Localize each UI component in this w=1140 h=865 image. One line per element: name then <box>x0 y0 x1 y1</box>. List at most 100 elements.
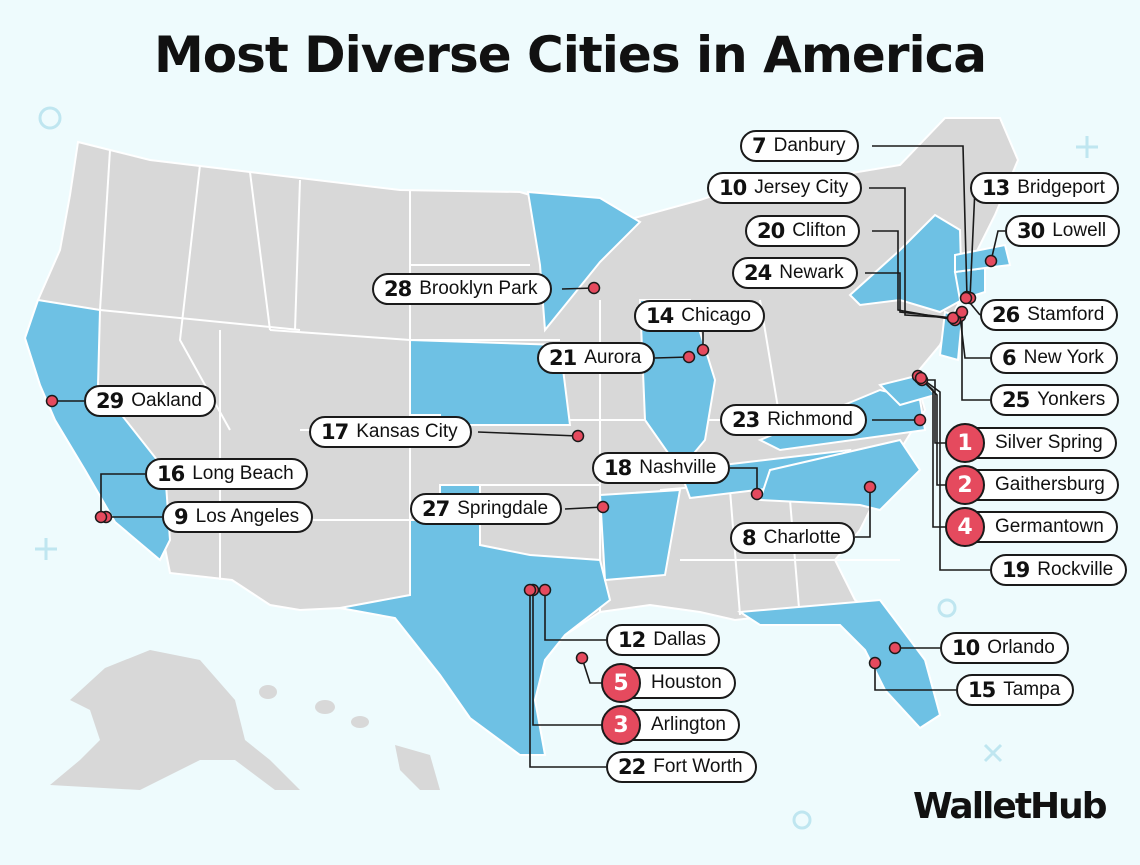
city-label-jersey-city[interactable]: 10 Jersey City <box>707 172 863 204</box>
city-name: Fort Worth <box>653 756 743 777</box>
city-dot-nashville[interactable] <box>750 487 764 501</box>
state-arkansas <box>598 488 682 582</box>
city-label-charlotte[interactable]: 8 Charlotte <box>730 522 855 554</box>
leader-line-tampa <box>874 663 956 691</box>
rank-number: 12 <box>618 628 646 652</box>
rank-number: 27 <box>422 497 450 521</box>
city-label-bridgeport[interactable]: 13 Bridgeport <box>970 172 1119 204</box>
city-dot-houston[interactable] <box>575 651 589 665</box>
city-name: Danbury <box>773 135 846 156</box>
city-label-newark[interactable]: 24 Newark <box>732 257 858 289</box>
leader-line-dallas <box>544 590 606 641</box>
city-dot-kansas-city[interactable] <box>571 429 585 443</box>
city-name: Nashville <box>639 457 717 478</box>
state-massachusetts <box>954 243 1012 274</box>
city-label-stamford[interactable]: 26 Stamford <box>980 299 1119 331</box>
city-label-lowell[interactable]: 30 Lowell <box>1005 215 1121 247</box>
city-name: Long Beach <box>192 463 294 484</box>
city-dot-charlotte[interactable] <box>863 480 877 494</box>
city-dot-brooklyn-park[interactable] <box>587 281 601 295</box>
city-label-nashville[interactable]: 18 Nashville <box>592 452 731 484</box>
city-name: Arlington <box>651 714 726 735</box>
leader-line-jersey-city <box>869 187 956 319</box>
city-dot-yonkers[interactable] <box>955 305 969 319</box>
city-dot-rockville[interactable] <box>914 371 928 385</box>
city-label-silver-spring[interactable]: 1 Silver Spring <box>945 423 1117 463</box>
city-name: Tampa <box>1003 679 1061 700</box>
city-label-dallas[interactable]: 12 Dallas <box>606 624 721 656</box>
rank-number: 10 <box>952 636 980 660</box>
city-dot-long-beach[interactable] <box>94 510 108 524</box>
city-dot-lowell[interactable] <box>984 254 998 268</box>
leader-line-yonkers <box>961 312 990 401</box>
highlighted-states <box>23 190 1012 756</box>
map-title: Most Diverse Cities in America <box>153 26 987 84</box>
city-dot-oakland[interactable] <box>45 394 59 408</box>
city-name: Bridgeport <box>1017 177 1105 198</box>
city-dot-dallas[interactable] <box>538 583 552 597</box>
leader-line-silver-spring <box>922 379 950 444</box>
city-label-oakland[interactable]: 29 Oakland <box>84 385 217 417</box>
rank-number: 7 <box>752 134 767 158</box>
city-label-tampa[interactable]: 15 Tampa <box>956 674 1075 706</box>
city-dot-fort-worth[interactable] <box>523 583 537 597</box>
city-label-danbury[interactable]: 7 Danbury <box>740 130 860 162</box>
city-label-rockville[interactable]: 19 Rockville <box>990 554 1128 586</box>
city-label-aurora[interactable]: 21 Aurora <box>537 342 656 374</box>
rank-number: 9 <box>174 505 189 529</box>
leader-line-long-beach <box>100 473 145 517</box>
rank-number: 30 <box>1017 219 1045 243</box>
city-dot-chicago[interactable] <box>696 343 710 357</box>
city-label-orlando[interactable]: 10 Orlando <box>940 632 1069 664</box>
rank-number: 14 <box>646 304 674 328</box>
rank-badge: 3 <box>601 705 641 745</box>
state-florida <box>737 598 942 730</box>
city-label-los-angeles[interactable]: 9 Los Angeles <box>162 501 314 533</box>
city-dot-orlando[interactable] <box>888 641 902 655</box>
city-label-kansas-city[interactable]: 17 Kansas City <box>309 416 472 448</box>
city-name: Houston <box>651 672 722 693</box>
city-label-richmond[interactable]: 23 Richmond <box>720 404 867 436</box>
rank-number: 6 <box>1002 346 1017 370</box>
city-name: Orlando <box>987 637 1055 658</box>
city-dot-stamford[interactable] <box>959 291 973 305</box>
leader-line-fort-worth <box>529 590 606 768</box>
rank-number: 19 <box>1002 558 1030 582</box>
city-label-fort-worth[interactable]: 22 Fort Worth <box>606 751 757 783</box>
city-label-springdale[interactable]: 27 Springdale <box>410 493 563 525</box>
city-label-chicago[interactable]: 14 Chicago <box>634 300 765 332</box>
city-label-new-york[interactable]: 6 New York <box>990 342 1118 374</box>
city-dot-tampa[interactable] <box>868 656 882 670</box>
city-name: Kansas City <box>356 421 458 442</box>
city-label-yonkers[interactable]: 25 Yonkers <box>990 384 1120 416</box>
state-texas <box>339 484 612 756</box>
city-label-long-beach[interactable]: 16 Long Beach <box>145 458 308 490</box>
city-dot-springdale[interactable] <box>596 500 610 514</box>
city-name: Lowell <box>1052 220 1107 241</box>
city-label-houston[interactable]: 5 Houston <box>601 663 736 703</box>
city-name: New York <box>1023 347 1104 368</box>
city-name: Newark <box>779 262 844 283</box>
leader-line-arlington <box>532 590 606 726</box>
city-dot-newark[interactable] <box>946 311 960 325</box>
city-label-gaithersburg[interactable]: 2 Gaithersburg <box>945 465 1119 505</box>
city-dot-aurora[interactable] <box>682 350 696 364</box>
rank-number: 13 <box>982 176 1010 200</box>
city-name: Silver Spring <box>995 432 1103 453</box>
rank-number: 8 <box>742 526 757 550</box>
leader-line-lowell <box>990 230 1005 262</box>
rank-number: 21 <box>549 346 577 370</box>
city-name: Richmond <box>767 409 853 430</box>
city-label-germantown[interactable]: 4 Germantown <box>945 507 1118 547</box>
state-minnesota <box>526 190 642 333</box>
rank-number: 16 <box>157 462 185 486</box>
city-label-arlington[interactable]: 3 Arlington <box>601 705 740 745</box>
rank-number: 23 <box>732 408 760 432</box>
city-name: Yonkers <box>1037 389 1106 410</box>
rank-number: 29 <box>96 389 124 413</box>
city-dot-richmond[interactable] <box>913 413 927 427</box>
rank-number: 28 <box>384 277 412 301</box>
city-label-clifton[interactable]: 20 Clifton <box>745 215 861 247</box>
city-label-brooklyn-park[interactable]: 28 Brooklyn Park <box>372 273 552 305</box>
